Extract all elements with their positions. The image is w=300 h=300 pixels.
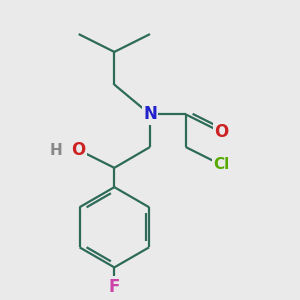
- Text: O: O: [71, 141, 86, 159]
- Text: H: H: [50, 142, 63, 158]
- Text: Cl: Cl: [213, 158, 230, 172]
- Text: N: N: [143, 105, 157, 123]
- Text: O: O: [214, 123, 229, 141]
- Text: F: F: [109, 278, 120, 296]
